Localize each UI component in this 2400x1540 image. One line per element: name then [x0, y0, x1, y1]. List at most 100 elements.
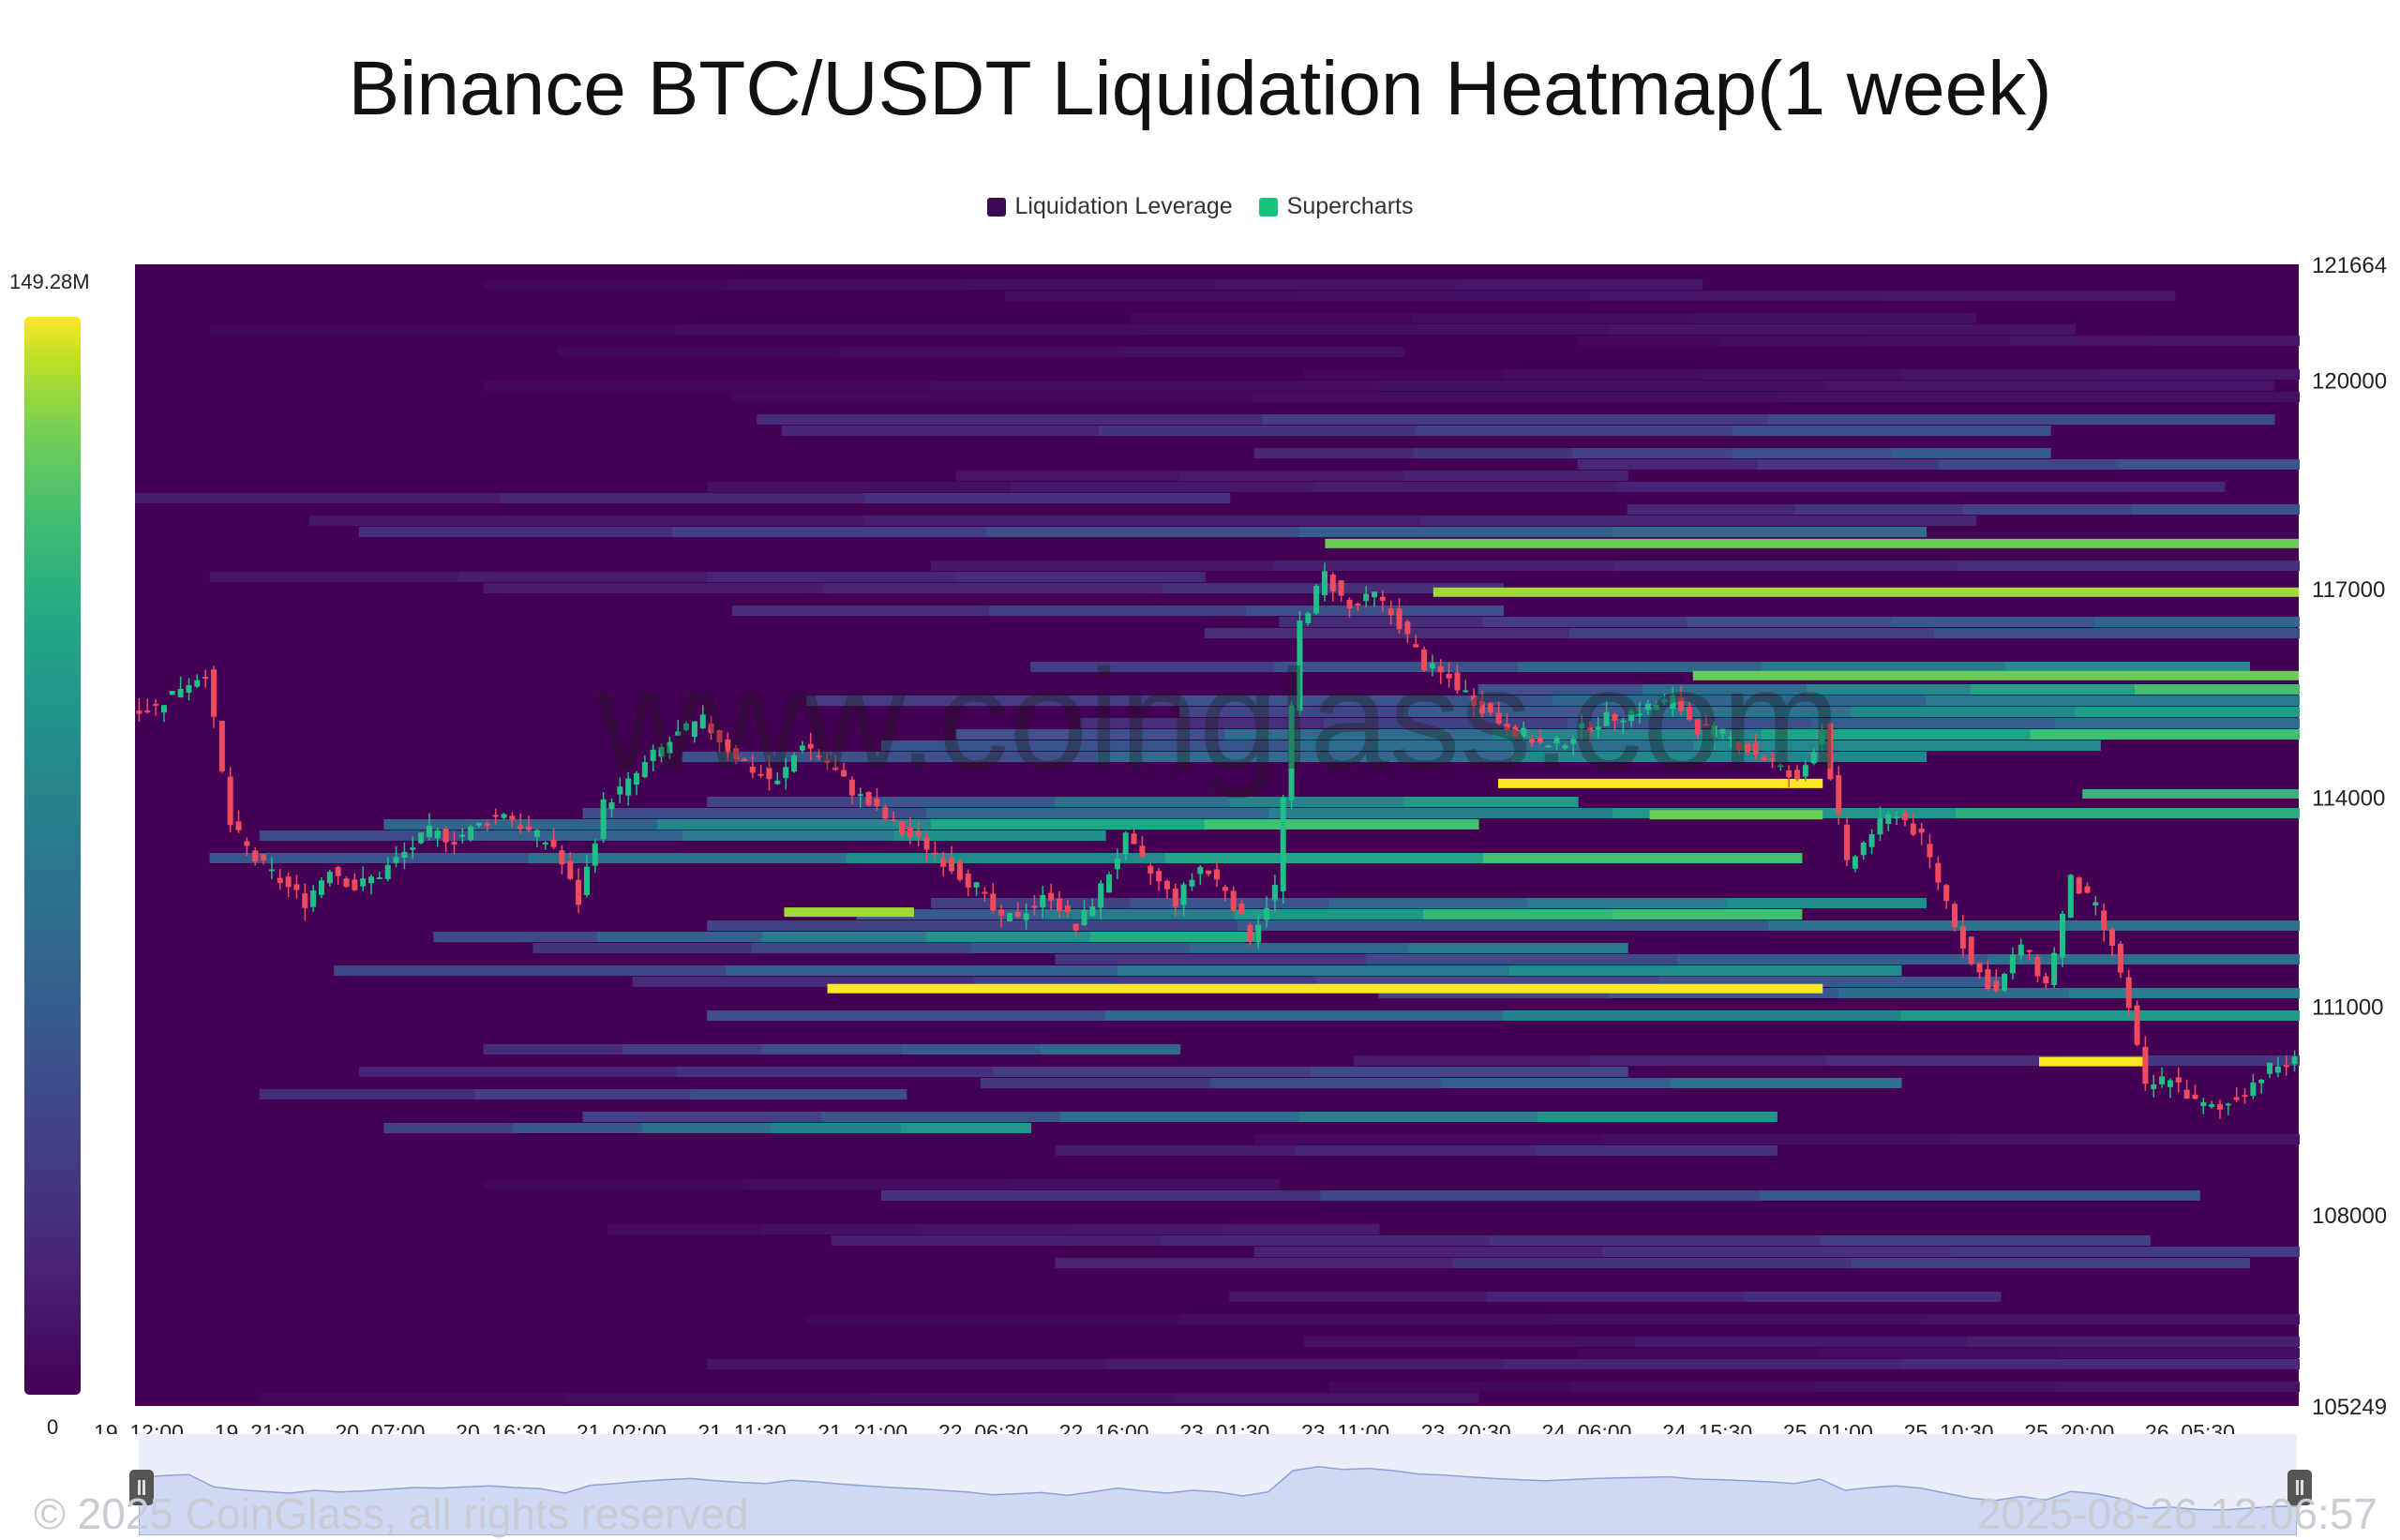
heatmap-cell: [772, 1123, 903, 1133]
heatmap-cell: [955, 471, 1181, 481]
heatmap-cell: [1402, 707, 1628, 717]
heatmap-cell: [1882, 291, 2176, 301]
candle-body: [1081, 909, 1088, 925]
candle-body: [2067, 875, 2074, 919]
heatmap-cell: [1089, 932, 1255, 942]
heatmap-cell: [1825, 1055, 2063, 1066]
heatmap-cell: [1900, 1359, 2300, 1369]
heatmap-cell: [632, 977, 976, 987]
candle-body: [708, 723, 714, 734]
candle-body: [882, 807, 889, 819]
candle-body: [1844, 824, 1851, 860]
candle-body: [965, 874, 971, 888]
time-navigator[interactable]: [138, 1434, 2298, 1536]
y-tick-label: 108000: [2312, 1204, 2387, 1229]
candle-body: [401, 851, 408, 859]
candle-body: [699, 714, 706, 729]
heatmap-cell: [726, 965, 1118, 976]
candle-body: [1952, 904, 1958, 928]
heatmap-cell: [864, 516, 1421, 526]
heatmap-cell: [1210, 1078, 1442, 1088]
heatmap-cell: [1635, 1337, 1969, 1347]
navigator-area: [138, 1466, 2298, 1536]
candle-body: [567, 860, 574, 879]
candle-body: [2242, 1095, 2248, 1098]
y-tick-label: 111000: [2312, 994, 2384, 1020]
candle-body: [1968, 936, 1974, 964]
candle-body: [1114, 858, 1120, 870]
heatmap-cell: [500, 493, 866, 503]
candle-body: [2183, 1089, 2190, 1099]
heatmap-cell: [209, 572, 459, 582]
heatmap-cell: [1223, 1224, 1380, 1234]
heatmap-cell: [1851, 707, 2077, 717]
candle-body: [335, 867, 341, 876]
heatmap-cell: [1693, 313, 1977, 323]
heatmap-cell: [1055, 797, 1231, 807]
candle-body: [1927, 844, 1933, 858]
candle-body: [1238, 904, 1245, 914]
candle-body: [1321, 571, 1328, 595]
candle-body: [1852, 856, 1858, 869]
heatmap-cell: [1693, 740, 2101, 751]
candle-body: [1247, 924, 1253, 942]
heatmap-cell: [1818, 1348, 2060, 1358]
candle-body: [741, 758, 747, 761]
candle-body: [1612, 713, 1618, 721]
heatmap-cell: [1296, 1145, 1538, 1156]
navigator-right-handle[interactable]: [2288, 1470, 2312, 1505]
navigator-price-area: [138, 1466, 2298, 1536]
y-tick-label: 117000: [2312, 577, 2385, 603]
watermark-text: www.coinglass.com: [596, 640, 1840, 800]
legend-item-supercharts[interactable]: Supercharts: [1258, 193, 1413, 220]
heatmap-cell: [1768, 920, 2300, 931]
heatmap-cell: [1482, 617, 1688, 627]
heatmap-cell: [1527, 898, 1728, 908]
candle-body: [1628, 710, 1635, 722]
heatmap-cell: [930, 561, 1274, 571]
candle-body: [2018, 944, 2024, 956]
candle-body: [583, 866, 590, 896]
candle-body: [1553, 737, 1560, 744]
heatmap-cell: [1950, 1247, 2300, 1257]
heatmap-cell: [474, 1089, 692, 1099]
heatmap-cell: [1627, 707, 1852, 717]
heatmap-cell: [1044, 909, 1236, 920]
candle-body: [169, 691, 175, 695]
y-tick-label: 120000: [2312, 368, 2387, 394]
heatmap-chart[interactable]: www.coinglass.com 121664 120000 117000 1140…: [0, 0, 2400, 1434]
candle-body: [2258, 1079, 2265, 1084]
heatmap-cell: [980, 1078, 1212, 1088]
heatmap-cell: [1055, 1145, 1298, 1156]
heatmap-cell: [2099, 369, 2300, 380]
heatmap-cell: [1416, 426, 1734, 436]
heatmap-cell: [707, 572, 957, 582]
x-tick-label: 20, 16:30: [456, 1420, 546, 1434]
heatmap-cell: [2068, 988, 2300, 998]
heatmap-cell: [1589, 1055, 1827, 1066]
candle-body: [625, 778, 632, 796]
heatmap-cell: [1313, 482, 1619, 492]
heatmap-cell: [513, 1123, 644, 1133]
candle-body: [426, 825, 432, 838]
heatmap-cell: [1274, 662, 1519, 672]
heatmap-cell: [1010, 482, 1315, 492]
heatmap-hot-band: [1498, 778, 1823, 788]
candle-body: [2109, 929, 2116, 947]
heatmap-cell: [1179, 1314, 1554, 1324]
heatmap-cell: [1608, 324, 2077, 335]
candle-body: [791, 755, 798, 772]
candle-body: [2101, 910, 2108, 930]
navigator-left-handle[interactable]: [129, 1470, 154, 1505]
heatmap-cell: [259, 1393, 565, 1403]
candle-body: [509, 815, 516, 820]
heatmap-cell: [1324, 718, 1569, 728]
candle-body: [218, 721, 225, 771]
heatmap-cell: [974, 977, 1318, 987]
legend-item-liquidation-leverage[interactable]: Liquidation Leverage: [986, 193, 1233, 220]
heatmap-cell: [1970, 684, 2136, 695]
candle-body: [576, 879, 582, 905]
x-tick-label: 19, 12:00: [94, 1420, 184, 1434]
heatmap-cell: [2094, 617, 2300, 627]
candle-body: [1048, 892, 1055, 901]
